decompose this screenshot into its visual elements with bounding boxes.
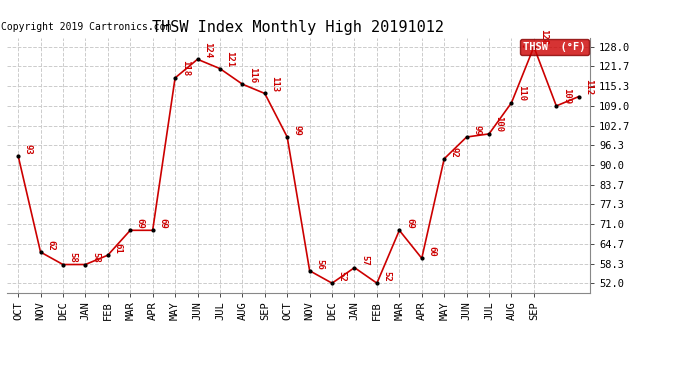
- Text: 69: 69: [405, 218, 414, 229]
- Text: 99: 99: [472, 125, 481, 136]
- Text: 58: 58: [91, 252, 100, 263]
- Text: 121: 121: [226, 51, 235, 67]
- Text: 100: 100: [495, 116, 504, 132]
- Text: 57: 57: [360, 255, 369, 266]
- Title: THSW Index Monthly High 20191012: THSW Index Monthly High 20191012: [152, 20, 444, 35]
- Text: 118: 118: [181, 60, 190, 76]
- Text: 61: 61: [113, 243, 122, 254]
- Text: 69: 69: [158, 218, 167, 229]
- Text: 128: 128: [540, 29, 549, 45]
- Text: 112: 112: [584, 79, 593, 95]
- Text: 62: 62: [46, 240, 55, 250]
- Text: 92: 92: [450, 147, 459, 158]
- Legend: THSW  (°F): THSW (°F): [520, 39, 589, 55]
- Text: 116: 116: [248, 67, 257, 83]
- Text: 58: 58: [68, 252, 77, 263]
- Text: 52: 52: [337, 271, 346, 282]
- Text: 56: 56: [315, 259, 324, 269]
- Text: 69: 69: [136, 218, 145, 229]
- Text: 60: 60: [427, 246, 436, 257]
- Text: Copyright 2019 Cartronics.com: Copyright 2019 Cartronics.com: [1, 22, 171, 32]
- Text: 52: 52: [382, 271, 391, 282]
- Text: 93: 93: [23, 144, 32, 154]
- Text: 113: 113: [270, 76, 279, 92]
- Text: 99: 99: [293, 125, 302, 136]
- Text: 109: 109: [562, 88, 571, 105]
- Text: 110: 110: [517, 85, 526, 101]
- Text: 124: 124: [203, 42, 212, 58]
